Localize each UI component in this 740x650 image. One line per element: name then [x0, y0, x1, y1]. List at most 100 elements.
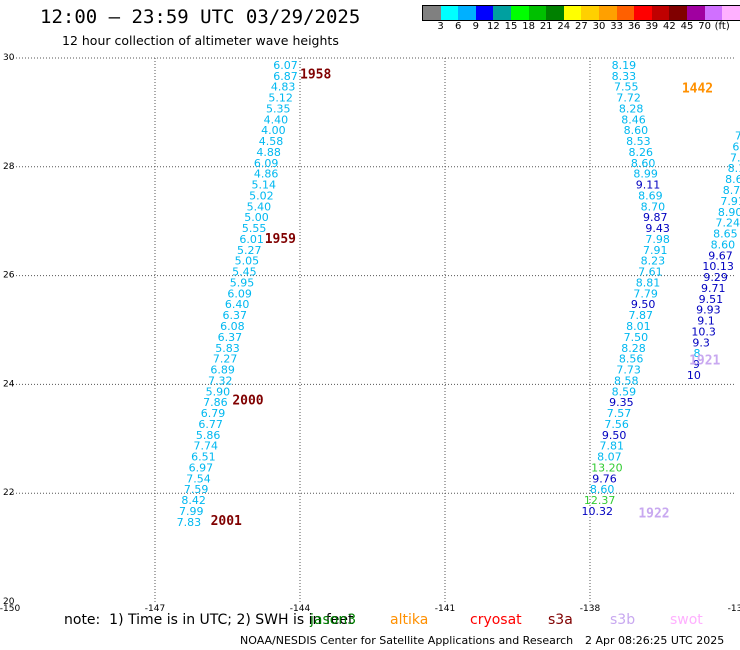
satellite-legend-item: s3a: [548, 612, 573, 628]
wave-height-label: 5.83: [215, 342, 240, 355]
colorbar-swatch: [722, 6, 740, 20]
wave-height-label: 8.53: [626, 135, 651, 148]
colorbar-swatch: [475, 6, 494, 20]
wave-height-label: 9.43: [645, 222, 670, 235]
colorbar-swatch: [528, 6, 547, 20]
wave-height-label: 9.11: [636, 179, 661, 192]
wave-height-label: 7.55: [614, 81, 639, 94]
satellite-legend-item: jason3: [310, 612, 357, 628]
wave-height-label: 6.87: [273, 70, 298, 83]
wave-height-label: 6.37: [218, 331, 243, 344]
pass-time-label: 1442: [682, 81, 713, 96]
wave-height-label: 7.79: [633, 287, 658, 300]
wave-height-label: 5.35: [266, 102, 291, 115]
wave-height-label: 8.58: [614, 374, 639, 387]
wave-height-label: 7.54: [186, 472, 211, 485]
colorbar-label: 30: [592, 21, 606, 32]
wave-height-label: 4.58: [259, 135, 284, 148]
pass-time-label: 2001: [211, 514, 242, 529]
wave-height-label: 10.13: [702, 260, 734, 273]
wave-height-label: 7.56: [604, 418, 629, 431]
wave-height-label: 7.72: [616, 92, 641, 105]
wave-height-label: 5.27: [237, 244, 262, 257]
wave-height-label: 7.61: [638, 266, 663, 279]
colorbar-label: 15: [504, 21, 518, 32]
wave-height-label: 8.: [694, 347, 705, 360]
wave-height-label: 9.29: [703, 271, 728, 284]
colorbar-swatch: [686, 6, 705, 20]
wave-height-label: 8.28: [621, 342, 646, 355]
colorbar-label: 45: [680, 21, 694, 32]
wave-height-label: 7.87: [629, 309, 654, 322]
wave-height-label: 5.14: [252, 179, 277, 192]
wave-height-label: 8.60: [590, 483, 615, 496]
colorbar-swatch: [616, 6, 635, 20]
wave-height-label: 6.79: [201, 407, 226, 420]
wave-height-label: 8.59: [612, 385, 637, 398]
wave-height-label: 6.09: [254, 157, 279, 170]
wave-height-label: 5.86: [196, 429, 221, 442]
wave-height-label: 7.59: [184, 483, 209, 496]
wave-height-label: 9.35: [609, 396, 634, 409]
x-tick-label: -144: [290, 604, 311, 614]
wave-height-label: 10: [687, 369, 701, 382]
wave-height-label: 5.12: [268, 92, 293, 105]
pass-time-label: 1921: [689, 353, 720, 368]
wave-height-label: 7.32: [208, 374, 233, 387]
wave-height-label: 8.33: [612, 70, 637, 83]
wave-height-label: 6.09: [227, 287, 252, 300]
colorbar-swatch: [704, 6, 723, 20]
colorbar-label: 42: [663, 21, 676, 32]
wave-height-label: 7.81: [600, 440, 625, 453]
colorbar-label: 70: [698, 21, 711, 32]
wave-height-label: 8.65: [713, 228, 738, 241]
wave-height-label: 8.07: [597, 451, 622, 464]
wave-height-label: 12.37: [584, 494, 616, 507]
colorbar-label: 18: [522, 21, 535, 32]
colorbar-label: 3: [437, 21, 444, 32]
colorbar: [422, 5, 740, 21]
wave-height-label: 5.02: [249, 189, 274, 202]
y-tick-label: 30: [3, 53, 15, 63]
satellite-legend-item: swot: [670, 612, 703, 628]
wave-height-label: 7.33: [730, 151, 740, 164]
y-tick-label: 28: [3, 162, 15, 172]
wave-height-label: 7.73: [616, 364, 641, 377]
wave-height-label: 9: [693, 358, 700, 371]
wave-height-label: 7.57: [607, 407, 632, 420]
colorbar-swatch: [510, 6, 529, 20]
wave-height-label: 4.00: [261, 124, 286, 137]
wave-height-label: 8.69: [638, 189, 663, 202]
colorbar-label: (ft): [714, 21, 730, 32]
wave-height-label: 7.98: [645, 233, 670, 246]
wave-height-label: 8.46: [621, 113, 646, 126]
wave-height-label: 5.00: [244, 211, 269, 224]
wave-height-label: 8.71: [723, 184, 740, 197]
x-tick-label: -138: [580, 604, 601, 614]
wave-height-label: 8.90: [718, 206, 740, 219]
wave-height-label: 8.23: [641, 255, 666, 268]
satellite-legend-item: s3b: [610, 612, 636, 628]
wave-height-label: 8.70: [641, 200, 666, 213]
wave-height-label: 7.27: [213, 353, 238, 366]
map-subtitle: 12 hour collection of altimeter wave hei…: [62, 33, 339, 48]
wave-height-label: 7.91: [720, 195, 740, 208]
footer-credit: NOAA/NESDIS Center for Satellite Applica…: [240, 634, 574, 647]
wave-height-label: 9.76: [592, 472, 617, 485]
wave-height-label: 8.60: [711, 238, 736, 251]
wave-height-label: 8.28: [619, 102, 644, 115]
colorbar-swatch: [458, 6, 476, 20]
wave-height-label: 9.93: [696, 304, 721, 317]
wave-height-label: 9.50: [602, 429, 627, 442]
x-tick-label: -141: [435, 604, 455, 614]
colorbar-label: 21: [539, 21, 553, 32]
colorbar-label: 39: [645, 21, 659, 32]
wave-height-label: 6.51: [191, 451, 216, 464]
colorbar-swatch: [546, 6, 564, 20]
wave-height-label: 7.24: [716, 217, 740, 230]
wave-height-label: 7.74: [194, 440, 219, 453]
wave-height-label: 6.97: [189, 461, 214, 474]
wave-height-label: 6.40: [225, 298, 250, 311]
wave-height-label: 8.60: [624, 124, 649, 137]
